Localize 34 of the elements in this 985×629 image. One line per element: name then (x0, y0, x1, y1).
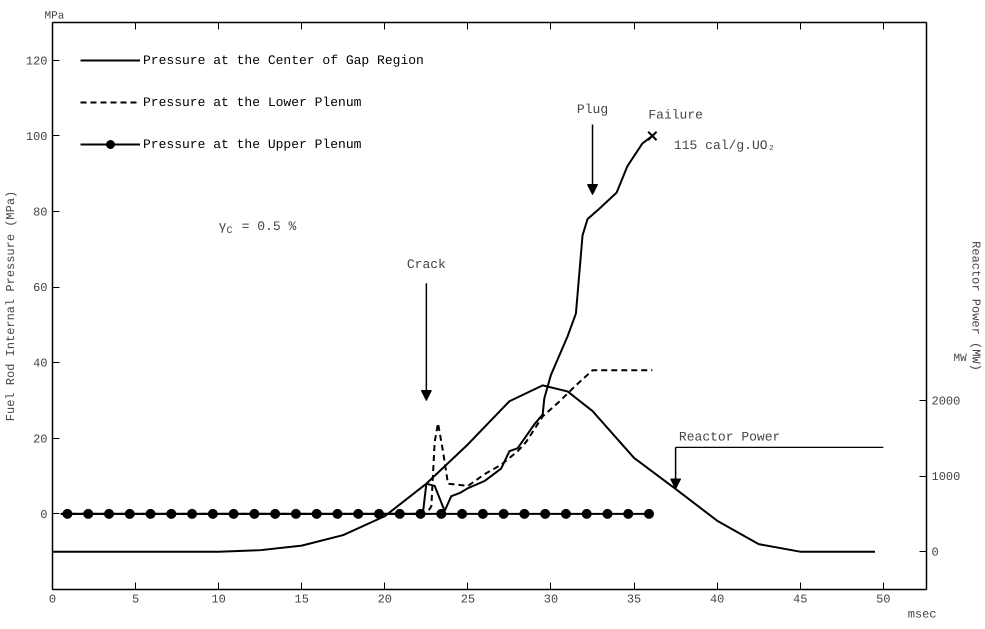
x-tick-label: 15 (294, 592, 309, 606)
annotation: Failure (648, 108, 703, 123)
y-tick-label: 0 (40, 508, 48, 522)
x-tick-label: 40 (710, 592, 724, 606)
text: msec (908, 608, 937, 622)
y2-axis-title: Reactor Power (MW) (968, 241, 982, 371)
x-tick-label: 10 (211, 592, 226, 606)
annotation: 115 cal/g.UO₂ (674, 138, 776, 153)
annotation: Reactor Power (678, 430, 780, 445)
x-tick-label: 30 (544, 592, 558, 606)
y-tick-label: 80 (33, 206, 48, 220)
annotation: Plug (576, 102, 608, 117)
y-axis-title: Fuel Rod Internal Pressure (MPa) (4, 190, 18, 422)
annotation: Crack (406, 256, 446, 272)
legend-label: Pressure at the Lower Plenum (143, 94, 362, 110)
y2-tick-label: 2000 (932, 394, 960, 408)
x-tick-label: 35 (626, 592, 642, 606)
y-tick-label: 60 (33, 281, 48, 296)
x-tick-label: 50 (876, 592, 891, 606)
annotation: MPa (44, 10, 65, 22)
y-tick-label: 100 (26, 130, 48, 144)
x-tick-label: 0 (48, 592, 56, 606)
y2-tick-label: 1000 (932, 470, 960, 484)
legend-label: Pressure at the Upper Plenum (143, 136, 362, 152)
y-tick-label: 40 (33, 356, 48, 371)
x-tick-label: 20 (378, 592, 392, 606)
y-tick-label: 20 (33, 432, 48, 446)
text: MW (954, 352, 968, 365)
x-tick-label: 25 (460, 592, 476, 606)
legend-label: Pressure at the Center of Gap Region (143, 52, 424, 68)
y-tick-label: 120 (26, 54, 48, 68)
x-tick-label: 45 (793, 592, 808, 606)
x-tick-label: 5 (132, 592, 140, 606)
y2-tick-label: 0 (932, 546, 939, 560)
